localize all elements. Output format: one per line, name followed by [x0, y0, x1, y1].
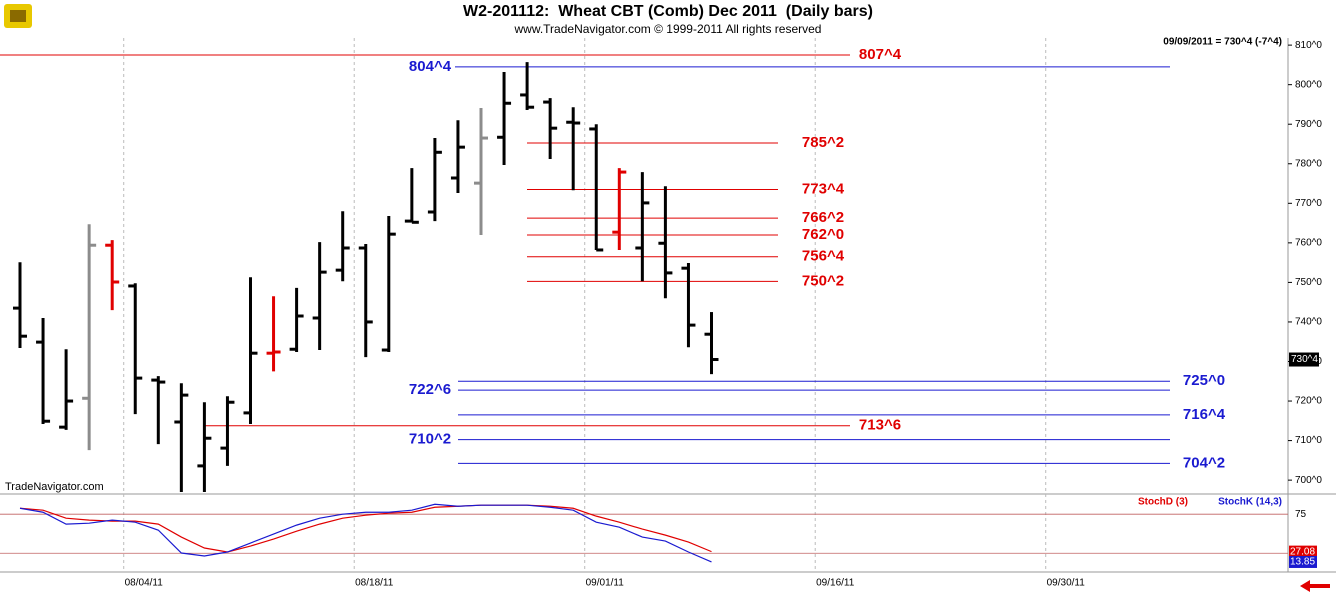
y-tick-label: 750^0 — [1295, 277, 1322, 288]
y-tick-label: 720^0 — [1295, 396, 1322, 407]
stoch-line — [19, 503, 712, 563]
y-tick-label: 770^0 — [1295, 198, 1322, 209]
status: 09/09/2011 = 730^4 (-7^4) — [1163, 37, 1282, 48]
level-label: 713^6 — [859, 417, 901, 434]
level-label: 804^4 — [409, 58, 452, 75]
y-tick-label: 810^0 — [1295, 40, 1322, 51]
chart-title: W2-201112: Wheat CBT (Comb) Dec 2011 (Da… — [463, 3, 873, 20]
level-label: 710^2 — [409, 431, 451, 448]
value-box — [1289, 545, 1317, 558]
value-label: 27.08 — [1290, 546, 1315, 557]
y-tick-label: 790^0 — [1295, 119, 1322, 130]
y-tick-label: 760^0 — [1295, 237, 1322, 248]
scroll-arrow[interactable] — [1300, 580, 1330, 592]
level-label: 756^4 — [802, 248, 845, 265]
level-label: 807^4 — [859, 46, 902, 63]
watermark: TradeNavigator.com — [5, 481, 104, 493]
x-tick-label: 09/01/11 — [586, 578, 625, 589]
y-tick-label: 75 — [1295, 509, 1307, 520]
last-price-label: 730^4 — [1291, 354, 1318, 365]
x-tick-label: 09/30/11 — [1047, 578, 1086, 589]
y-tick-label: 710^0 — [1295, 435, 1322, 446]
x-tick-label: 08/18/11 — [355, 578, 394, 589]
last-price-box — [1289, 352, 1319, 367]
subtitle: www.TradeNavigator.com © 1999-2011 All r… — [514, 22, 822, 36]
level-label: 762^0 — [802, 226, 844, 243]
legend-label: StochD (3) — [1138, 497, 1188, 508]
level-label: 785^2 — [802, 134, 844, 151]
y-tick-label: 780^0 — [1295, 158, 1322, 169]
value-box — [1289, 555, 1317, 568]
stoch-line — [19, 504, 712, 553]
level-label: 704^2 — [1183, 454, 1225, 471]
level-label: 773^4 — [802, 180, 845, 197]
level-label: 722^6 — [409, 381, 451, 398]
y-tick-label: 800^0 — [1295, 79, 1322, 90]
level-label: 750^2 — [802, 272, 844, 289]
x-tick-label: 09/16/11 — [816, 578, 855, 589]
y-tick-label: 740^0 — [1295, 317, 1322, 328]
logo — [4, 4, 32, 28]
value-label: 13.85 — [1290, 557, 1315, 568]
level-label: 725^0 — [1183, 372, 1225, 389]
level-label: 716^4 — [1183, 406, 1226, 423]
legend-label: StochK (14,3) — [1218, 497, 1282, 508]
x-tick-label: 08/04/11 — [125, 578, 164, 589]
y-tick-label: 700^0 — [1295, 475, 1322, 486]
level-label: 766^2 — [802, 209, 844, 226]
